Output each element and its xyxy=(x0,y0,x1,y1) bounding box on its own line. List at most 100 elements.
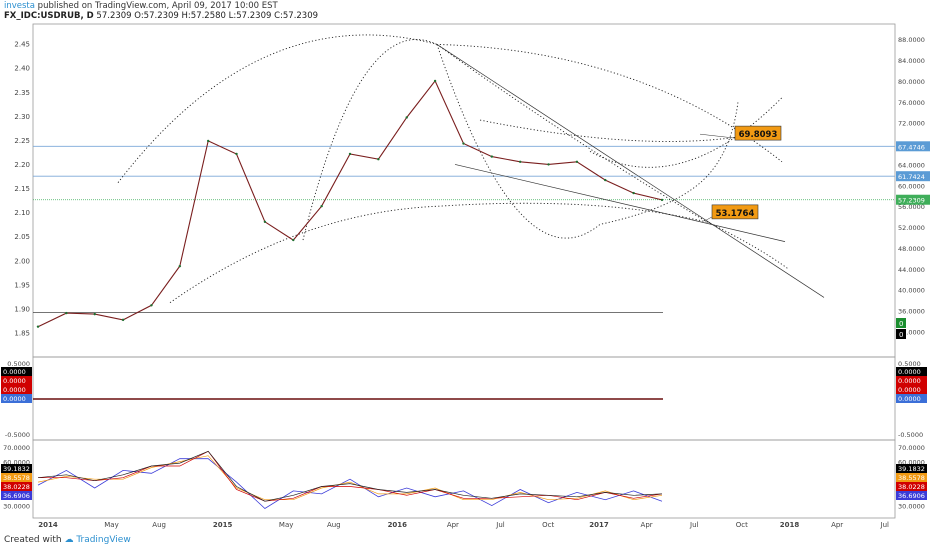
price-point xyxy=(348,152,352,156)
price-point xyxy=(547,163,550,166)
price-badge-bg xyxy=(896,194,930,205)
arc-cup xyxy=(436,44,739,239)
osc2-badge-label: 38.0228 xyxy=(898,483,925,491)
price-point xyxy=(518,160,522,164)
annotation-label: 69.8093 xyxy=(739,130,778,140)
annotation-pointer xyxy=(699,133,736,139)
osc1-badge-bg xyxy=(896,367,927,376)
osc2-badge-label: 36.6906 xyxy=(3,492,30,500)
arc-inner xyxy=(302,39,438,241)
osc2-badge: 38.5578 xyxy=(1,473,32,482)
osc1-right-badge: 0.0000 xyxy=(896,394,927,403)
osc2-axis-tick: 70.0000 xyxy=(898,444,925,452)
time-axis-tick: 2015 xyxy=(213,521,233,529)
arc-lower xyxy=(169,202,711,304)
osc1-left-badge: 0.0000 xyxy=(1,367,32,376)
osc1-badge-bg xyxy=(1,367,32,376)
osc2-badge-bg xyxy=(896,464,927,473)
left-axis-tick: 1.85 xyxy=(14,330,30,338)
small-badge: 0 xyxy=(896,318,906,328)
osc2-badge: 36.6906 xyxy=(1,491,32,500)
right-axis-tick: 32.0000 xyxy=(898,328,925,336)
price-point xyxy=(206,139,210,143)
arc-right-down xyxy=(436,44,789,270)
osc1-badge-bg xyxy=(896,394,927,403)
price-point xyxy=(320,204,323,208)
price-point xyxy=(178,264,182,268)
time-axis-tick: Aug xyxy=(152,521,166,529)
osc2-badge-label: 39.1832 xyxy=(3,465,30,473)
arc-outer xyxy=(117,34,783,183)
time-axis-tick: Jul xyxy=(689,521,699,529)
author-link[interactable]: investa xyxy=(4,1,35,11)
right-axis-tick: 44.0000 xyxy=(898,266,925,274)
osc2-badge: 36.6906 xyxy=(896,491,927,500)
osc2-axis-tick: 30.0000 xyxy=(898,503,925,511)
osc2-badge-bg xyxy=(1,491,32,500)
price-point xyxy=(263,220,267,223)
price-point xyxy=(632,191,635,195)
osc2-badge: 38.0228 xyxy=(896,482,927,491)
osc1-left-badge: 0.0000 xyxy=(1,385,32,394)
osc2-badge-bg xyxy=(1,464,32,473)
price-point xyxy=(462,142,465,145)
left-axis-tick: 2.25 xyxy=(14,137,30,145)
time-axis-tick: Oct xyxy=(736,521,748,529)
time-axis-tick: May xyxy=(104,521,118,529)
small-badge-label: 0 xyxy=(899,331,903,339)
osc2-axis-tick: 60.0000 xyxy=(3,459,30,467)
osc2-axis-tick: 60.0000 xyxy=(898,459,925,467)
pane-frame-1 xyxy=(32,23,896,358)
right-axis-tick: 36.0000 xyxy=(898,307,925,315)
left-axis-tick: 2.05 xyxy=(14,233,30,241)
price-point xyxy=(150,304,153,307)
osc1-axis-tick: 0.5000 xyxy=(7,360,30,368)
price-point xyxy=(433,79,437,83)
osc1-badge-bg xyxy=(896,376,927,385)
time-axis-tick: 2016 xyxy=(388,521,408,529)
time-axis-tick: Aug xyxy=(327,521,341,529)
osc2-badge-bg xyxy=(896,473,927,482)
osc1-badge-label: 0.0000 xyxy=(3,386,26,394)
time-axis-tick: Jul xyxy=(880,521,890,529)
trend-line xyxy=(436,44,825,298)
right-axis-tick: 40.0000 xyxy=(898,287,925,295)
osc1-right-badge: 0.0000 xyxy=(896,376,927,385)
osc1-axis-tick: -0.5000 xyxy=(5,431,30,439)
osc1-badge-bg xyxy=(1,394,32,403)
osc1-badge-label: 0.0000 xyxy=(898,377,921,385)
osc2-badge-label: 38.5578 xyxy=(898,474,925,482)
time-axis-tick: Apr xyxy=(641,521,653,529)
arc-mid xyxy=(479,119,756,142)
price-badge-label: 61.7424 xyxy=(898,173,925,181)
osc2-badge: 39.1832 xyxy=(1,464,32,473)
created-with-label: Created with xyxy=(4,535,62,545)
osc1-badge-label: 0.0000 xyxy=(898,395,921,403)
right-axis-tick: 64.0000 xyxy=(898,161,925,169)
osc2-badge-label: 39.1832 xyxy=(898,465,925,473)
price-badge: 61.7424 xyxy=(896,171,930,182)
tradingview-logo[interactable]: ☁ TradingView xyxy=(64,535,131,545)
osc2-badge: 38.5578 xyxy=(896,473,927,482)
left-axis-tick: 1.95 xyxy=(14,281,30,289)
osc1-right-badge: 0.0000 xyxy=(896,385,927,394)
right-axis-tick: 72.0000 xyxy=(898,120,925,128)
time-axis-tick: Jul xyxy=(495,521,505,529)
price-badge-bg xyxy=(896,141,930,152)
osc2-axis-tick: 30.0000 xyxy=(3,503,30,511)
osc1-right-badge: 0.0000 xyxy=(896,367,927,376)
annotation-label: 53.1764 xyxy=(716,209,755,219)
osc2-line xyxy=(38,450,663,502)
price-point xyxy=(93,312,96,316)
small-badge-bg xyxy=(896,329,906,339)
price-point xyxy=(121,318,125,322)
osc2-badge-bg xyxy=(1,482,32,491)
arc-rise xyxy=(589,96,784,168)
time-axis-tick: Oct xyxy=(542,521,554,529)
price-point xyxy=(660,198,664,202)
price-point xyxy=(36,325,40,328)
symbol-name[interactable]: FX_IDC:USDRUB, D xyxy=(4,11,94,21)
symbol-line: FX_IDC:USDRUB, D 57.2309 O:57.2309 H:57.… xyxy=(4,11,318,22)
right-axis-tick: 48.0000 xyxy=(898,245,925,253)
